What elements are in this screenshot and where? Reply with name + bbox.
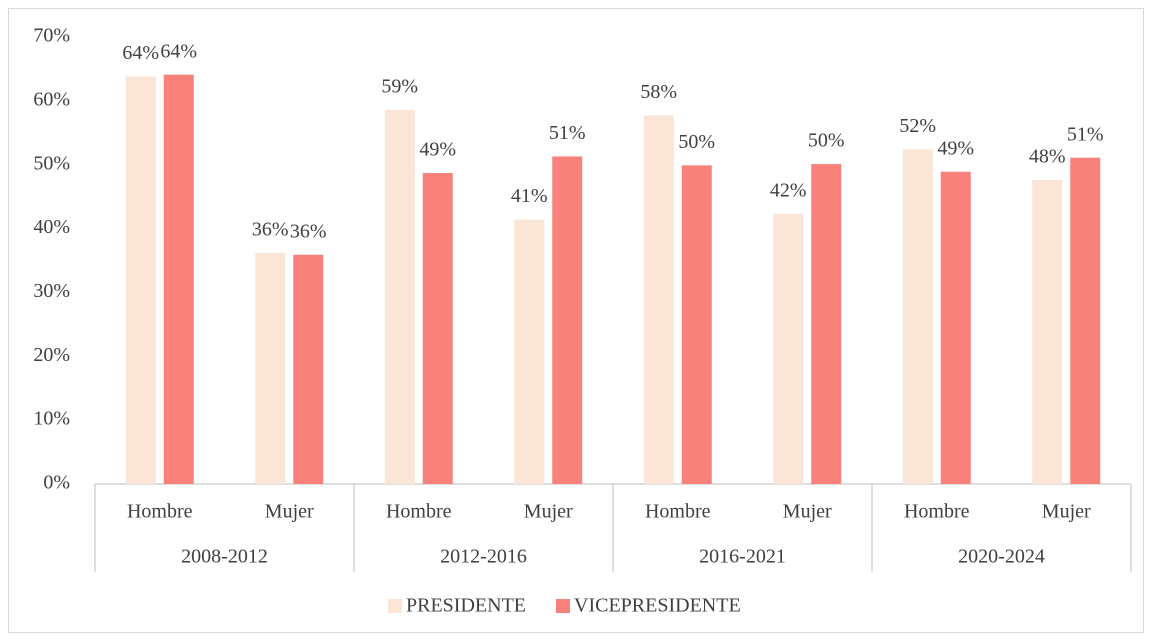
y-tick-label: 40% <box>33 216 70 238</box>
data-label: 51% <box>549 122 586 144</box>
data-label: 49% <box>419 139 456 161</box>
data-label: 41% <box>511 185 548 207</box>
bar <box>422 173 453 484</box>
bar <box>163 74 194 484</box>
x-tick-label: Mujer <box>1042 501 1091 523</box>
data-label: 58% <box>640 81 677 103</box>
data-label: 51% <box>1067 123 1104 145</box>
bar <box>1070 157 1101 484</box>
data-label: 50% <box>678 131 715 153</box>
legend-label: PRESIDENTE <box>406 595 526 617</box>
y-tick-label: 30% <box>33 280 70 302</box>
bar <box>125 76 156 484</box>
x-tick-label: Mujer <box>783 501 832 523</box>
bar <box>811 164 842 484</box>
data-label: 64% <box>160 40 197 62</box>
bar <box>681 165 712 485</box>
data-label: 42% <box>770 179 807 201</box>
bar <box>902 149 933 485</box>
x-tick-label: Hombre <box>127 501 193 523</box>
y-tick-label: 20% <box>33 344 70 366</box>
bar <box>552 156 583 485</box>
legend-swatch <box>556 599 570 613</box>
y-tick-label: 70% <box>33 25 70 47</box>
data-label: 64% <box>122 42 159 64</box>
data-label: 52% <box>899 115 936 137</box>
bar <box>1032 180 1063 485</box>
x-tick-label: Hombre <box>904 501 970 523</box>
y-tick-label: 50% <box>33 152 70 174</box>
y-tick-label: 60% <box>33 88 70 110</box>
x-tick-label: Hombre <box>386 501 452 523</box>
bar <box>255 252 286 484</box>
bar <box>643 115 674 485</box>
data-label: 50% <box>808 130 845 152</box>
group-label: 2016-2021 <box>699 546 786 568</box>
data-label: 36% <box>252 218 289 240</box>
data-label: 36% <box>290 220 327 242</box>
bar <box>384 109 415 484</box>
x-tick-label: Mujer <box>265 501 314 523</box>
bar <box>293 254 324 484</box>
y-tick-label: 0% <box>43 472 70 494</box>
group-label: 2020-2024 <box>958 546 1045 568</box>
bar <box>773 213 804 485</box>
data-label: 48% <box>1029 146 1066 168</box>
legend-swatch <box>388 599 402 613</box>
group-label: 2012-2016 <box>440 546 527 568</box>
y-tick-label: 10% <box>33 408 70 430</box>
data-label: 49% <box>937 137 974 159</box>
x-tick-label: Mujer <box>524 501 573 523</box>
data-label: 59% <box>381 75 418 97</box>
legend-label: VICEPRESIDENTE <box>574 595 741 617</box>
bar <box>514 219 545 485</box>
bar <box>940 171 971 484</box>
group-label: 2008-2012 <box>181 546 268 568</box>
x-tick-label: Hombre <box>645 501 711 523</box>
